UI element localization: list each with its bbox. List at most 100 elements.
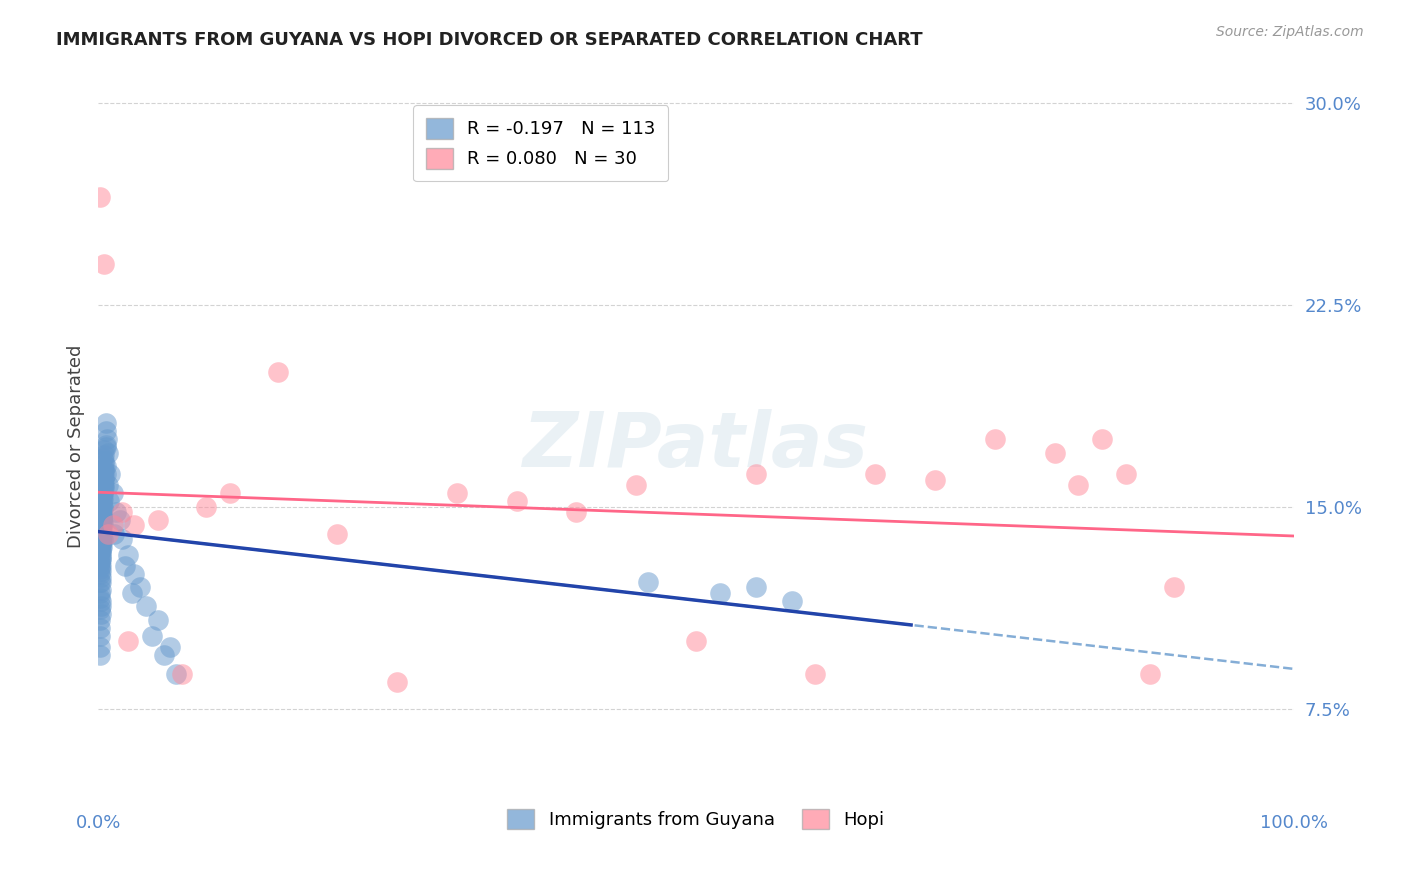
Point — [90, 594, 112, 608]
Point — [141, 629, 163, 643]
Point — [91, 502, 114, 516]
Point — [90, 564, 112, 578]
Point — [90, 607, 112, 622]
Point — [117, 548, 139, 562]
Point — [159, 640, 181, 654]
Point — [90, 532, 112, 546]
Point — [267, 365, 290, 379]
Point — [91, 532, 114, 546]
Point — [91, 486, 114, 500]
Point — [93, 257, 115, 271]
Legend: Immigrants from Guyana, Hopi: Immigrants from Guyana, Hopi — [501, 801, 891, 837]
Point — [91, 462, 114, 476]
Point — [195, 500, 218, 514]
Point — [446, 486, 468, 500]
Point — [90, 534, 112, 549]
Point — [148, 613, 170, 627]
Point — [90, 486, 112, 500]
Point — [103, 526, 125, 541]
Point — [89, 613, 111, 627]
Point — [90, 583, 112, 598]
Point — [90, 548, 112, 562]
Point — [89, 553, 111, 567]
Point — [709, 586, 731, 600]
Point — [114, 558, 136, 573]
Point — [90, 537, 112, 551]
Point — [91, 481, 114, 495]
Point — [865, 467, 887, 482]
Point — [101, 518, 124, 533]
Point — [90, 518, 112, 533]
Point — [219, 486, 242, 500]
Point — [89, 540, 111, 554]
Point — [89, 586, 111, 600]
Text: ZIPatlas: ZIPatlas — [523, 409, 869, 483]
Point — [89, 545, 111, 559]
Point — [89, 629, 111, 643]
Point — [89, 640, 111, 654]
Point — [90, 569, 112, 583]
Point — [93, 449, 115, 463]
Point — [90, 521, 112, 535]
Point — [94, 424, 117, 438]
Point — [90, 550, 112, 565]
Point — [1115, 467, 1137, 482]
Point — [89, 526, 111, 541]
Point — [124, 566, 146, 581]
Point — [91, 529, 114, 543]
Point — [129, 580, 152, 594]
Point — [1091, 432, 1114, 446]
Point — [90, 545, 112, 559]
Point — [91, 516, 114, 530]
Point — [91, 491, 114, 506]
Point — [91, 489, 114, 503]
Point — [626, 478, 648, 492]
Point — [91, 513, 114, 527]
Point — [89, 558, 111, 573]
Point — [89, 500, 111, 514]
Point — [91, 500, 114, 514]
Point — [91, 497, 114, 511]
Point — [89, 574, 111, 589]
Point — [90, 505, 112, 519]
Point — [93, 465, 115, 479]
Point — [91, 510, 114, 524]
Point — [91, 526, 114, 541]
Point — [91, 529, 114, 543]
Text: IMMIGRANTS FROM GUYANA VS HOPI DIVORCED OR SEPARATED CORRELATION CHART: IMMIGRANTS FROM GUYANA VS HOPI DIVORCED … — [56, 31, 922, 49]
Point — [94, 459, 117, 474]
Point — [135, 599, 157, 614]
Point — [90, 599, 112, 614]
Point — [93, 470, 115, 484]
Point — [91, 513, 114, 527]
Point — [90, 518, 112, 533]
Point — [924, 473, 946, 487]
Point — [506, 494, 529, 508]
Point — [91, 516, 114, 530]
Point — [105, 505, 128, 519]
Y-axis label: Divorced or Separated: Divorced or Separated — [66, 344, 84, 548]
Point — [97, 446, 120, 460]
Point — [91, 491, 114, 506]
Text: Source: ZipAtlas.com: Source: ZipAtlas.com — [1216, 25, 1364, 39]
Point — [1139, 666, 1161, 681]
Point — [111, 505, 134, 519]
Point — [93, 473, 115, 487]
Point — [91, 475, 114, 490]
Point — [90, 524, 112, 538]
Point — [94, 437, 117, 451]
Point — [91, 534, 114, 549]
Point — [90, 540, 112, 554]
Point — [89, 621, 111, 635]
Point — [89, 602, 111, 616]
Point — [96, 432, 118, 446]
Point — [94, 416, 117, 430]
Point — [98, 467, 122, 482]
Point — [91, 478, 114, 492]
Point — [93, 481, 115, 495]
Point — [91, 483, 114, 498]
Point — [1067, 478, 1090, 492]
Point — [97, 478, 120, 492]
Point — [89, 648, 111, 662]
Point — [685, 634, 707, 648]
